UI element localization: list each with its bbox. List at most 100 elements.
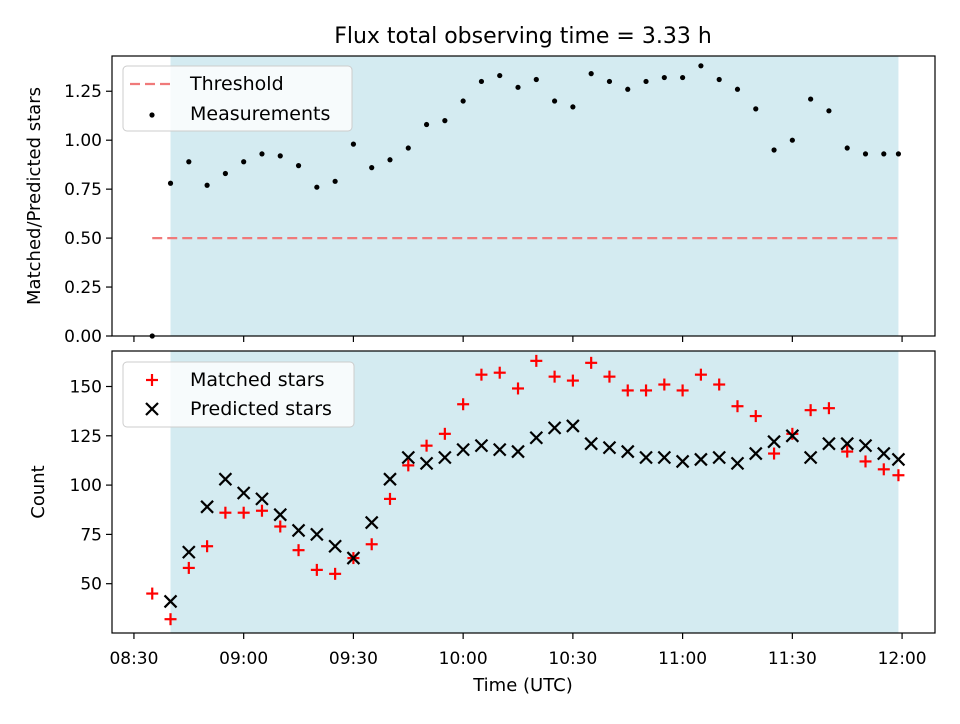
matched-star-point bbox=[438, 427, 451, 440]
xtick-label: 11:00 bbox=[658, 649, 707, 669]
legend-threshold-label: Threshold bbox=[189, 73, 284, 95]
legend-matched-label: Matched stars bbox=[190, 369, 324, 391]
predicted-star-point bbox=[657, 450, 672, 465]
matched-star-point bbox=[658, 378, 671, 391]
measurement-point bbox=[314, 184, 320, 190]
bottom-ytick-label: 75 bbox=[80, 525, 102, 545]
xtick-label: 10:30 bbox=[548, 649, 597, 669]
measurement-point bbox=[332, 178, 338, 184]
predicted-star-point bbox=[310, 527, 324, 542]
predicted-star-point bbox=[822, 436, 836, 451]
predicted-star-point bbox=[529, 430, 544, 445]
bottom-legend-box bbox=[122, 361, 355, 428]
matched-star-point bbox=[713, 378, 726, 391]
predicted-star-point bbox=[474, 438, 489, 453]
measurement-point bbox=[716, 76, 722, 83]
top-axes-frame bbox=[111, 55, 936, 337]
predicted-star-point bbox=[492, 442, 507, 457]
matched-star-point bbox=[731, 400, 744, 413]
matched-star-point bbox=[566, 374, 579, 387]
top-x-ticks bbox=[133, 336, 903, 342]
predicted-star-point bbox=[891, 452, 906, 467]
matched-star-point bbox=[182, 561, 195, 574]
measurement-point bbox=[881, 151, 887, 157]
predicted-star-point bbox=[602, 440, 617, 455]
matched-star-point bbox=[585, 356, 598, 369]
matched-star-point bbox=[786, 427, 799, 440]
top-y-ticks: 0.00 0.25 0.50 0.75 1.00 1.25 bbox=[64, 82, 112, 347]
measurement-point bbox=[753, 106, 759, 112]
predicted-star-point bbox=[858, 438, 873, 453]
matched-star-point bbox=[329, 567, 342, 580]
top-legend-box bbox=[122, 65, 353, 132]
predicted-star-point bbox=[620, 444, 635, 459]
top-ytick-label: 0.00 bbox=[64, 327, 102, 347]
measurement-point bbox=[734, 86, 741, 92]
measurement-point bbox=[277, 153, 283, 159]
measurement-point bbox=[789, 137, 795, 143]
matched-star-point bbox=[804, 404, 817, 417]
predicted-star-point bbox=[511, 444, 525, 459]
legend-measurements-swatch bbox=[149, 112, 155, 118]
measurement-point bbox=[826, 108, 832, 114]
matched-star-point bbox=[892, 469, 905, 482]
measurement-point bbox=[222, 170, 228, 177]
top-ytick-label: 1.25 bbox=[64, 82, 102, 102]
matched-star-point bbox=[310, 563, 323, 576]
measurement-point bbox=[680, 74, 686, 81]
top-ytick-label: 0.50 bbox=[64, 229, 102, 249]
bottom-y-axis-label: Count bbox=[28, 465, 49, 518]
xtick-label: 09:30 bbox=[329, 649, 378, 669]
bottom-axes-frame bbox=[111, 350, 936, 634]
predicted-star-point bbox=[639, 450, 653, 465]
measurement-point bbox=[533, 76, 539, 83]
measurement-point bbox=[698, 63, 704, 69]
measurement-point bbox=[895, 151, 902, 157]
x-axis-label: Time (UTC) bbox=[472, 675, 573, 696]
bottom-x-ticks: 08:30 09:00 09:30 10:00 10:30 11:00 11:30 12:00 bbox=[109, 633, 927, 669]
predicted-star-point bbox=[401, 450, 416, 465]
matched-star-point bbox=[475, 368, 488, 381]
predicted-star-point bbox=[877, 446, 891, 461]
predicted-star-point bbox=[328, 539, 342, 554]
matched-star-point bbox=[603, 370, 616, 383]
measurement-point bbox=[808, 96, 814, 102]
measurement-point bbox=[405, 145, 411, 151]
measurement-point bbox=[643, 78, 649, 85]
predicted-star-point bbox=[438, 450, 452, 465]
predicted-star-point bbox=[291, 523, 306, 538]
predicted-star-point bbox=[383, 472, 397, 486]
matched-star-point bbox=[768, 447, 781, 460]
predicted-star-point bbox=[584, 436, 598, 451]
measurement-point bbox=[551, 98, 558, 104]
matched-star-point bbox=[255, 504, 268, 517]
matched-star-point bbox=[237, 506, 250, 519]
predicted-star-point bbox=[182, 545, 196, 559]
top-legend: Threshold Measurements bbox=[122, 65, 353, 132]
measurement-point bbox=[588, 71, 594, 77]
measurement-point bbox=[295, 163, 302, 169]
predicted-star-point bbox=[785, 429, 800, 443]
bottom-axes: 50 75 100 125 150 08:30 09:00 09:30 10:00 10:30 1… bbox=[28, 350, 936, 696]
predicted-star-point bbox=[767, 434, 781, 449]
top-ytick-label: 1.00 bbox=[64, 131, 102, 151]
measurement-point bbox=[167, 180, 174, 186]
top-y-axis-label: Matched/Predicted stars bbox=[24, 87, 45, 305]
top-axes: 0.00 0.25 0.50 0.75 1.00 1.25 Matched/Predict… bbox=[24, 55, 936, 347]
matched-star-point bbox=[530, 354, 543, 367]
measurement-point bbox=[515, 84, 521, 90]
matched-star-point bbox=[749, 410, 762, 423]
matched-star-point bbox=[457, 398, 470, 411]
matched-star-point bbox=[201, 540, 214, 553]
bottom-y-ticks: 50 75 100 125 150 bbox=[70, 377, 112, 595]
legend-measurements-label: Measurements bbox=[190, 103, 330, 125]
measurement-point bbox=[478, 78, 485, 85]
measurement-point bbox=[862, 151, 869, 157]
bottom-legend: Matched stars Predicted stars bbox=[122, 361, 355, 428]
measurement-point bbox=[606, 78, 613, 85]
xtick-label: 11:30 bbox=[768, 649, 817, 669]
xtick-label: 12:00 bbox=[878, 649, 927, 669]
measurement-point bbox=[186, 159, 192, 165]
bottom-ytick-label: 150 bbox=[70, 377, 102, 397]
measurement-point bbox=[442, 118, 448, 124]
